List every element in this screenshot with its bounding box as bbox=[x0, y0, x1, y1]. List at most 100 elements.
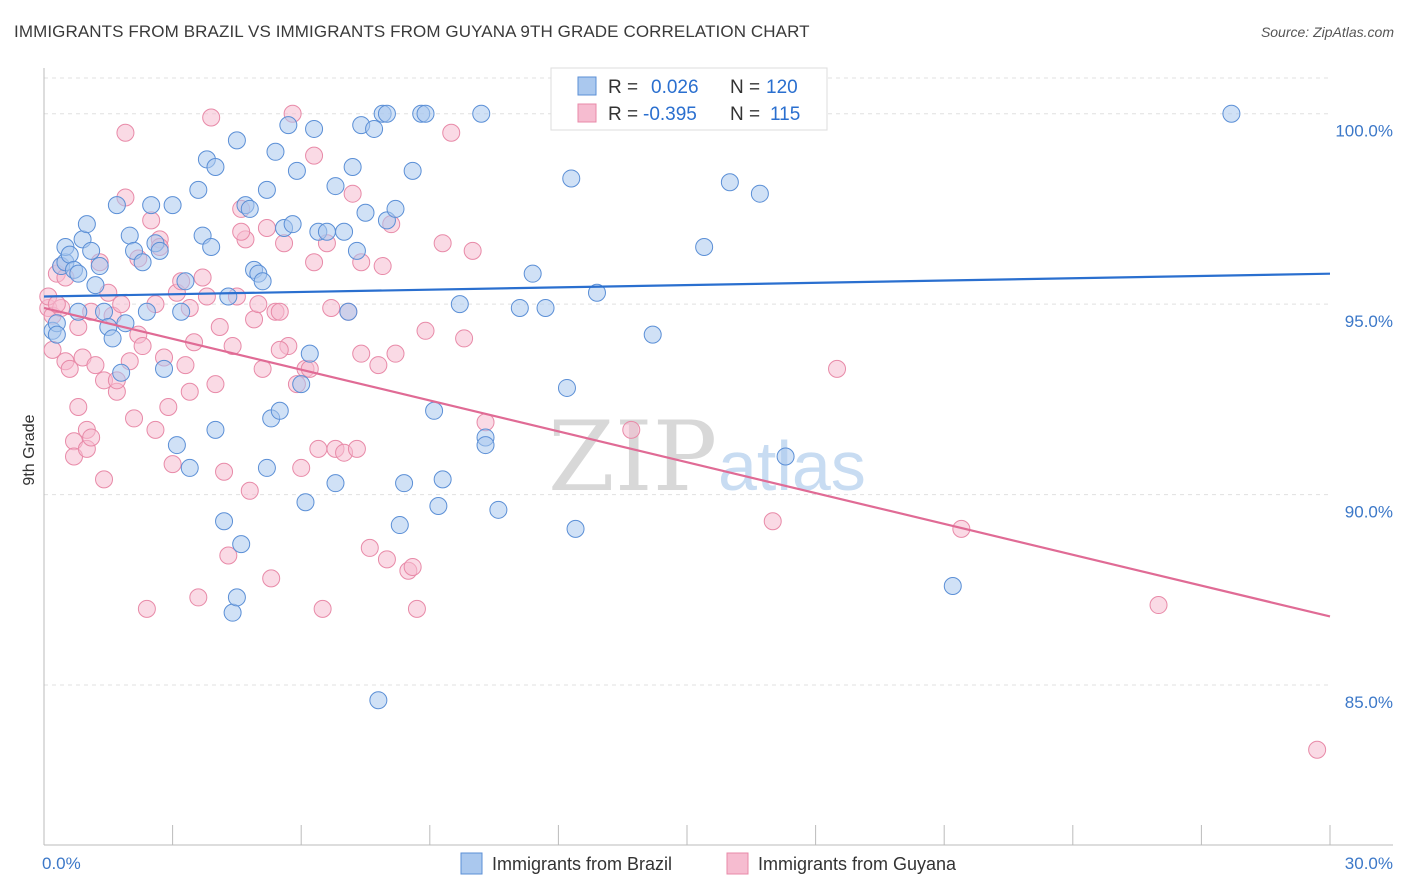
brazil-point bbox=[750, 184, 769, 203]
chart-source: Source: ZipAtlas.com bbox=[1260, 24, 1394, 40]
brazil-point bbox=[317, 222, 336, 241]
brazil-point bbox=[77, 215, 96, 234]
brazil-point bbox=[155, 359, 174, 378]
guyana-point bbox=[300, 359, 319, 378]
brazil-point bbox=[643, 325, 662, 344]
brazil-point bbox=[95, 302, 114, 321]
brazil-point bbox=[425, 401, 444, 420]
guyana-point bbox=[240, 481, 259, 500]
stats-brazil-n-value: 120 bbox=[766, 77, 798, 98]
brazil-point bbox=[943, 577, 962, 595]
y-tick-label: 100.0% bbox=[1335, 122, 1393, 141]
brazil-point bbox=[283, 215, 302, 234]
guyana-point bbox=[176, 356, 195, 375]
brazil-point bbox=[472, 104, 491, 123]
guyana-point bbox=[463, 241, 482, 260]
guyana-point bbox=[360, 538, 379, 557]
y-tick-label: 85.0% bbox=[1345, 693, 1393, 712]
guyana-point bbox=[313, 599, 332, 618]
brazil-point bbox=[523, 264, 542, 283]
guyana-point bbox=[309, 439, 328, 458]
brazil-point bbox=[390, 516, 409, 535]
brazil-point bbox=[167, 436, 186, 455]
y-tick-label: 90.0% bbox=[1345, 503, 1393, 522]
guyana-point bbox=[257, 218, 276, 237]
guyana-point bbox=[1308, 740, 1327, 759]
x-tick-label: 30.0% bbox=[1345, 854, 1393, 873]
brazil-point bbox=[356, 203, 375, 222]
brazil-point bbox=[257, 180, 276, 199]
ticks-layer: 85.0% 90.0% 95.0% 100.0% 0.0% 30.0% bbox=[42, 122, 1393, 873]
stats-brazil-r-label: R = bbox=[608, 77, 638, 98]
guyana-point bbox=[215, 462, 234, 481]
brazil-point bbox=[180, 458, 199, 477]
brazil-point bbox=[257, 458, 276, 477]
guyana-point bbox=[223, 337, 242, 356]
brazil-point bbox=[47, 325, 66, 344]
brazil-point bbox=[347, 241, 366, 260]
brazil-point bbox=[227, 588, 246, 607]
guyana-point bbox=[86, 356, 105, 375]
guyana-point bbox=[347, 439, 366, 458]
brazil-point bbox=[343, 158, 362, 177]
guyana-point bbox=[60, 359, 79, 378]
brazil-point bbox=[433, 470, 452, 489]
stats-brazil-n-label: N = bbox=[730, 77, 760, 98]
brazil-point bbox=[395, 474, 414, 493]
guyana-point bbox=[305, 146, 324, 165]
series-brazil-points bbox=[43, 104, 1241, 710]
guyana-point bbox=[197, 287, 216, 306]
brazil-point bbox=[377, 104, 396, 123]
brazil-point bbox=[562, 169, 581, 188]
chart-title: IMMIGRANTS FROM BRAZIL VS IMMIGRANTS FRO… bbox=[14, 22, 810, 41]
guyana-point bbox=[116, 123, 135, 142]
stats-guyana-r-label: R = bbox=[608, 104, 638, 125]
brazil-point bbox=[206, 420, 225, 439]
watermark-atlas: atlas bbox=[718, 427, 866, 505]
guyana-point bbox=[343, 184, 362, 203]
guyana-point bbox=[377, 550, 396, 569]
brazil-point bbox=[232, 535, 251, 554]
guyana-point bbox=[189, 588, 208, 607]
guyana-point bbox=[373, 257, 392, 276]
legend: Immigrants from Brazil Immigrants from G… bbox=[460, 852, 957, 875]
x-tick-label: 0.0% bbox=[42, 854, 81, 873]
guyana-point bbox=[407, 599, 426, 618]
brazil-point bbox=[253, 272, 272, 291]
legend-brazil-swatch bbox=[460, 852, 483, 875]
brazil-point bbox=[369, 691, 388, 710]
guyana-point bbox=[352, 344, 371, 363]
guyana-point bbox=[270, 302, 289, 321]
guyana-point bbox=[455, 329, 474, 348]
brazil-point bbox=[69, 264, 88, 283]
brazil-point bbox=[86, 276, 105, 295]
guyana-point bbox=[828, 359, 847, 378]
stats-box: R = 0.026 N = 120 R = -0.395 N = 115 bbox=[550, 67, 828, 131]
brazil-point bbox=[240, 199, 259, 218]
brazil-point bbox=[142, 196, 161, 215]
stats-brazil-r-value: 0.026 bbox=[651, 77, 699, 98]
legend-guyana-label: Immigrants from Guyana bbox=[758, 854, 957, 874]
guyana-point bbox=[232, 222, 251, 241]
stats-guyana-r-value: -0.395 bbox=[643, 104, 697, 125]
brazil-point bbox=[339, 302, 358, 321]
guyana-point bbox=[159, 397, 178, 416]
guyana-point bbox=[193, 268, 212, 287]
y-axis-label: 9th Grade bbox=[21, 414, 38, 485]
brazil-point bbox=[536, 298, 555, 317]
guyana-point bbox=[202, 108, 221, 127]
brazil-point bbox=[776, 447, 795, 466]
brazil-point bbox=[429, 497, 448, 516]
legend-guyana-swatch bbox=[726, 852, 749, 875]
brazil-point bbox=[112, 363, 131, 382]
brazil-point bbox=[150, 241, 169, 260]
brazil-point bbox=[476, 436, 495, 455]
brazil-point bbox=[206, 158, 225, 177]
brazil-point bbox=[90, 257, 109, 276]
guyana-point bbox=[1149, 596, 1168, 615]
guyana-point bbox=[292, 458, 311, 477]
guyana-point bbox=[245, 310, 264, 329]
guyana-point bbox=[69, 397, 88, 416]
brazil-trend-line bbox=[43, 272, 1331, 298]
guyana-point bbox=[82, 428, 101, 447]
